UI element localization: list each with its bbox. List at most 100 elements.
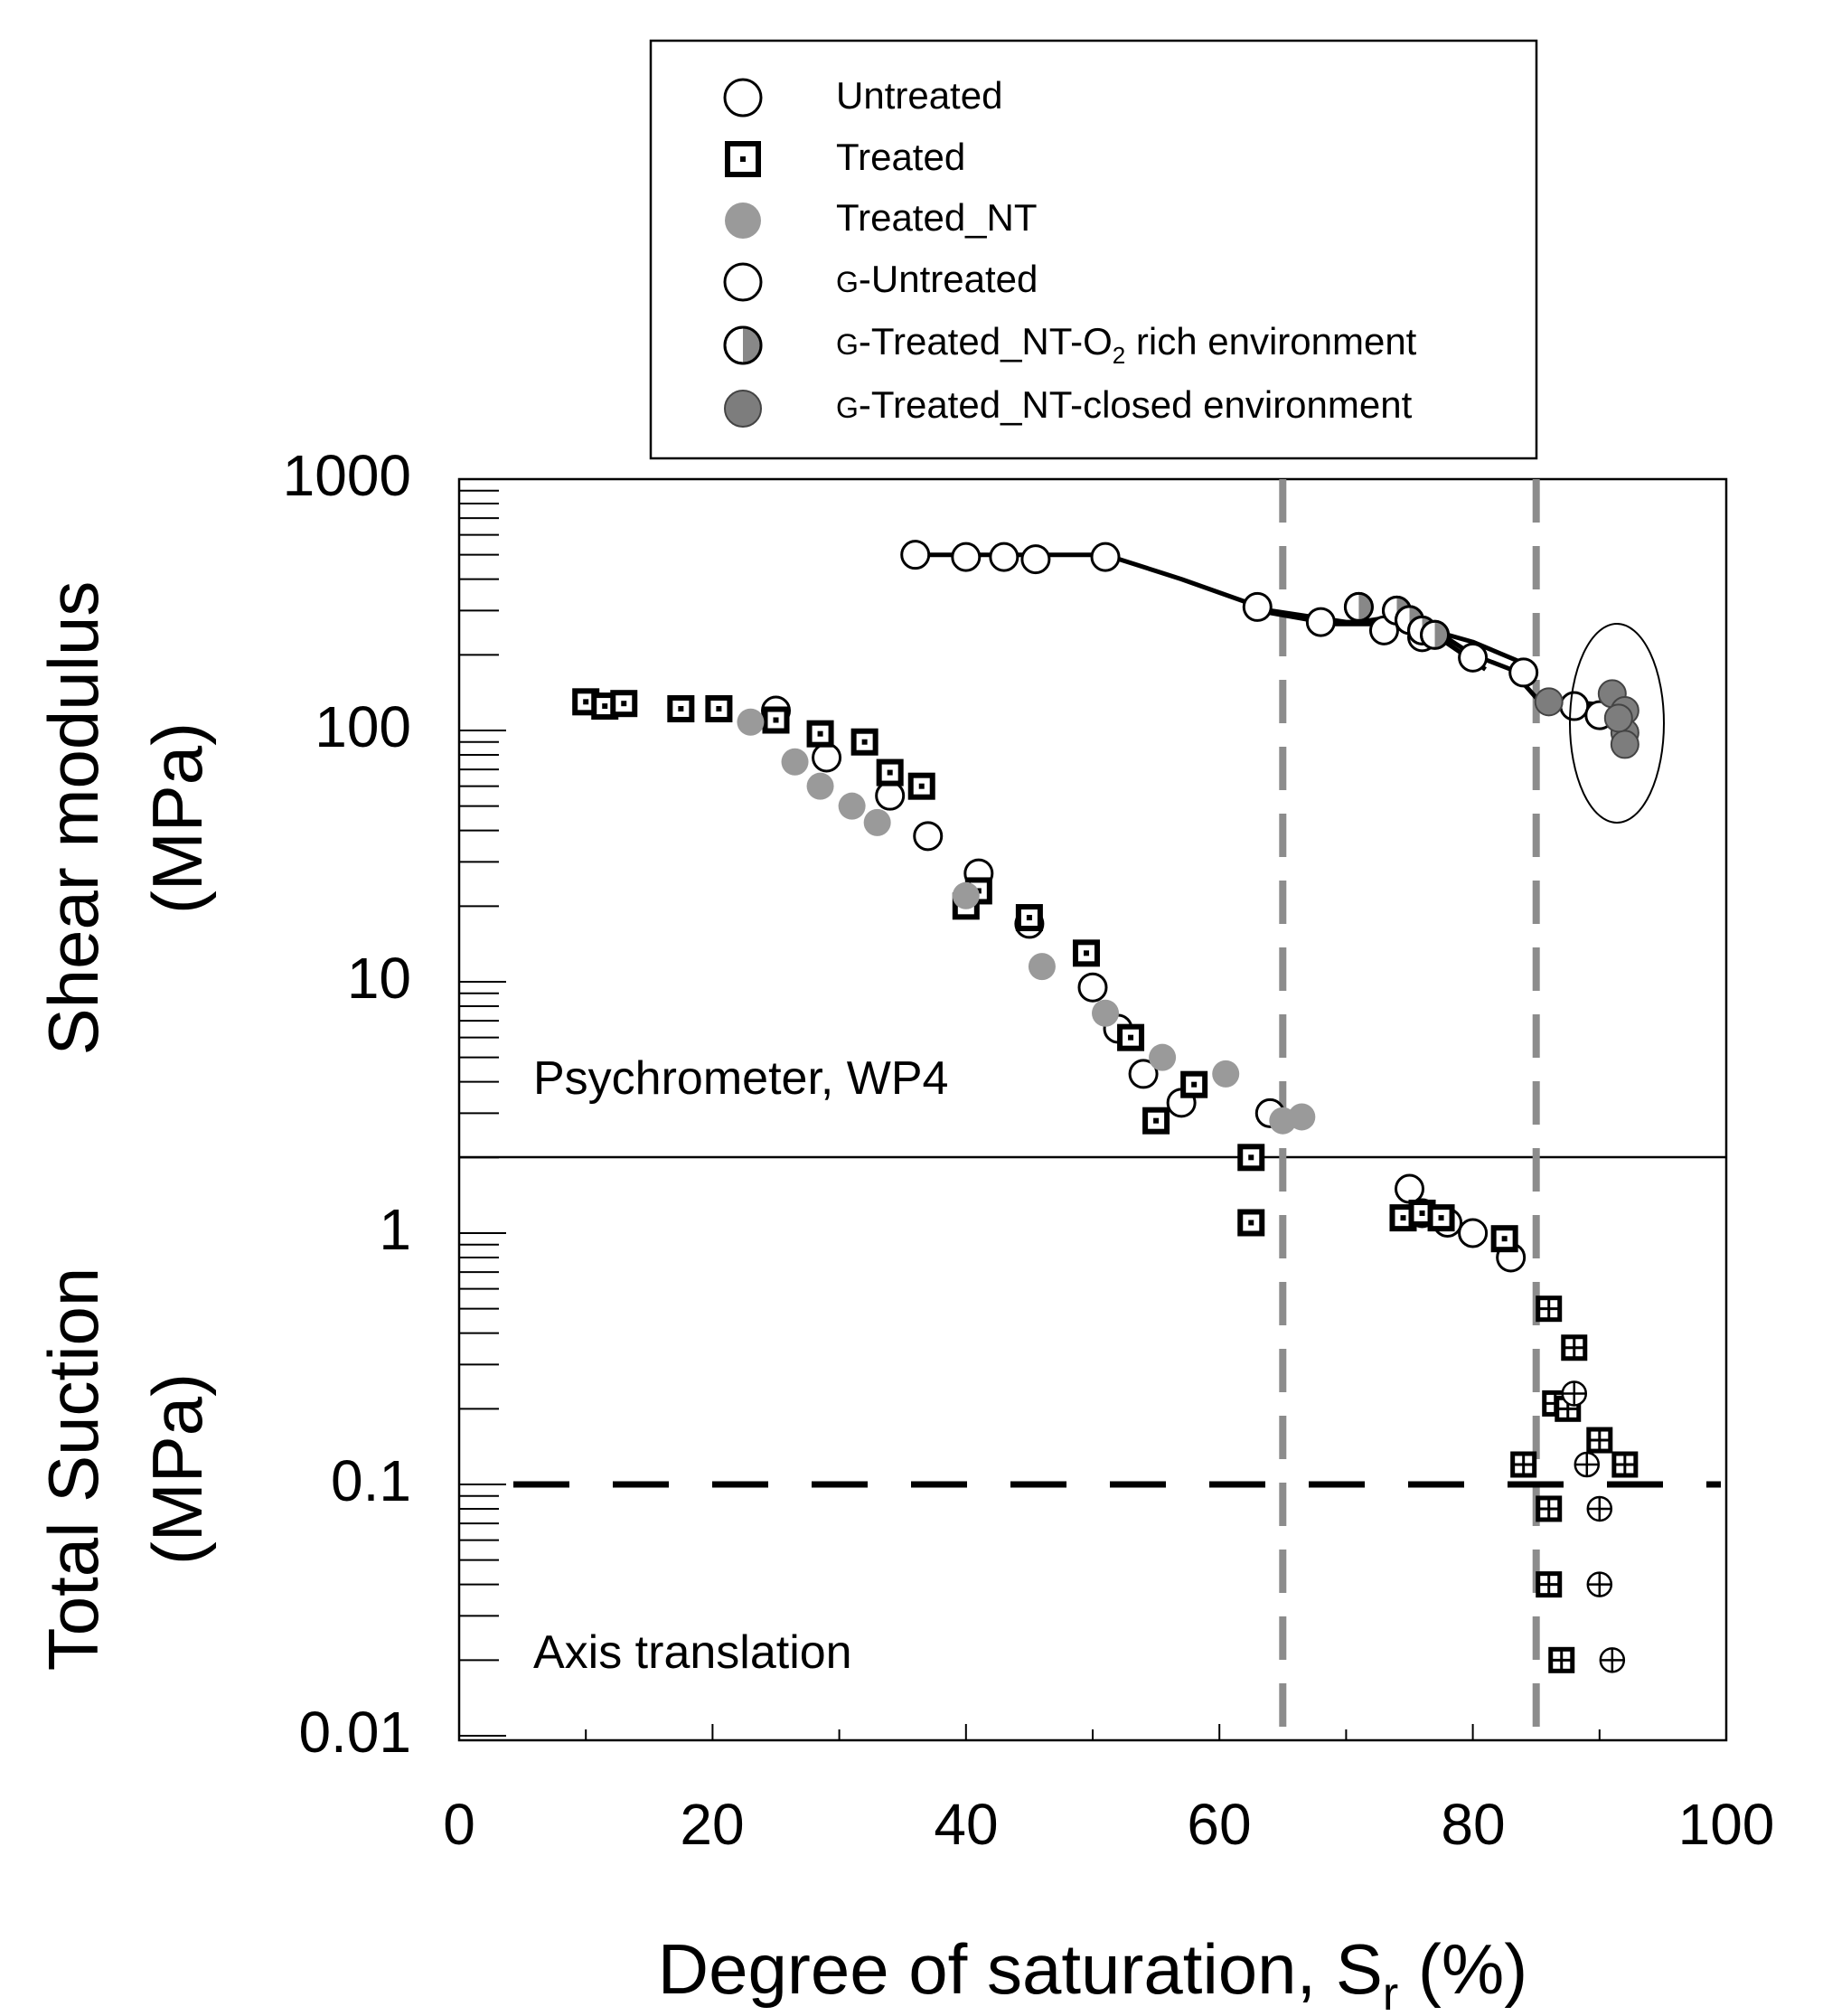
marker-shape xyxy=(1142,1107,1170,1135)
y-axis-title-top-line2: (MPa) xyxy=(137,722,217,914)
data-point xyxy=(1237,1209,1265,1237)
marker-shape xyxy=(913,821,944,852)
data-point xyxy=(1510,1451,1537,1478)
data-point xyxy=(1536,1495,1563,1522)
marker-outline xyxy=(723,325,763,365)
legend-marker xyxy=(723,78,763,118)
marker-shape xyxy=(900,540,931,570)
marker-shape xyxy=(1077,972,1108,1003)
marker-shape xyxy=(1020,544,1051,575)
marker-dot xyxy=(602,703,608,710)
data-point xyxy=(762,706,790,734)
data-point xyxy=(1548,1646,1575,1673)
marker-shape xyxy=(1610,730,1639,759)
data-point xyxy=(1142,1107,1170,1135)
reference-lines xyxy=(513,479,1721,1740)
data-point xyxy=(781,748,809,776)
marker-shape xyxy=(876,758,904,787)
legend-label-untreated: Untreated xyxy=(836,74,1002,117)
data-point xyxy=(1574,1451,1601,1478)
marker-shape xyxy=(737,708,765,736)
marker-shape xyxy=(705,694,733,722)
marker-dot xyxy=(887,769,893,776)
legend-label-g-treated-closed: G-Treated_NT-closed environment xyxy=(836,383,1413,426)
x-tick-label-100: 100 xyxy=(1678,1792,1775,1857)
legend-label-g-treated-o2: G-Treated_NT-O2 rich environment xyxy=(836,320,1417,369)
data-point xyxy=(876,758,904,787)
data-point xyxy=(1508,657,1539,688)
x-tick-label-60: 60 xyxy=(1187,1792,1251,1857)
marker-shape xyxy=(1458,1218,1489,1248)
data-point xyxy=(1237,1144,1265,1172)
data-point xyxy=(907,772,935,800)
data-point xyxy=(1128,1059,1159,1089)
legend-label-g-untreated: G-Untreated xyxy=(836,258,1038,300)
y-axis-title-bottom-line1: Total Suction xyxy=(33,1267,113,1672)
marker-shape xyxy=(723,262,763,302)
legend-prefix: G xyxy=(836,328,859,361)
marker-dot xyxy=(975,888,982,894)
data-point xyxy=(1242,591,1273,622)
marker-dot xyxy=(1128,1034,1134,1041)
data-point xyxy=(838,792,866,820)
data-point xyxy=(1212,1060,1240,1088)
y-axis-title-bottom-line2: (MPa) xyxy=(137,1373,217,1565)
data-point xyxy=(1536,1571,1563,1598)
data-point xyxy=(1561,1334,1588,1361)
legend: Untreated Treated Treated_NT G-Untreated… xyxy=(649,39,1538,460)
marker-shape xyxy=(838,792,866,820)
marker-shape xyxy=(812,742,842,773)
data-point xyxy=(913,821,944,852)
marker-outline xyxy=(1420,619,1451,650)
y-tick-label-0.01: 0.01 xyxy=(298,1700,411,1765)
marker-shape xyxy=(1508,657,1539,688)
marker-shape xyxy=(806,772,834,800)
data-point xyxy=(850,728,878,756)
legend-marker xyxy=(724,390,762,428)
y-tick-label-10: 10 xyxy=(347,946,411,1011)
data-point xyxy=(1020,544,1051,575)
legend-marker xyxy=(723,325,763,365)
data-point xyxy=(1536,1295,1563,1323)
legend-subscript: 2 xyxy=(1113,342,1125,369)
marker-shape xyxy=(762,706,790,734)
data-point xyxy=(1180,1070,1208,1098)
marker-half xyxy=(743,327,761,363)
highlight-ellipse xyxy=(1569,623,1665,824)
marker-shape xyxy=(1395,1173,1424,1204)
data-point xyxy=(1490,1225,1518,1253)
data-point xyxy=(1534,687,1564,717)
marker-shape xyxy=(951,542,982,572)
data-point xyxy=(900,540,931,570)
x-tick-label-80: 80 xyxy=(1441,1792,1505,1857)
data-point xyxy=(1090,542,1121,572)
fit-line xyxy=(915,552,1626,713)
marker-shape xyxy=(1458,642,1489,673)
data-point xyxy=(806,720,834,748)
data-point xyxy=(989,542,1019,572)
marker-dot xyxy=(1248,1220,1254,1226)
marker-dot xyxy=(918,783,925,789)
x-tick-label-20: 20 xyxy=(680,1792,744,1857)
marker-dot xyxy=(1153,1117,1160,1124)
data-point xyxy=(863,808,891,836)
marker-shape xyxy=(875,780,906,811)
marker-dot xyxy=(817,730,823,737)
legend-box xyxy=(649,39,1538,460)
y-axis-title-top-line1: Shear modulus xyxy=(33,581,113,1056)
data-point xyxy=(1427,1204,1455,1232)
marker-shape xyxy=(1288,1103,1316,1131)
marker-shape xyxy=(1128,1059,1159,1089)
x-axis-title: Degree of saturation, Sr (%) xyxy=(658,1929,1527,2016)
x-tick-label-40: 40 xyxy=(934,1792,998,1857)
y-tick-label-0.1: 0.1 xyxy=(331,1448,411,1513)
legend-prefix: G xyxy=(836,266,859,298)
marker-shape xyxy=(1149,1043,1177,1071)
data-point xyxy=(1072,939,1100,967)
marker-dot xyxy=(740,156,746,162)
data-point xyxy=(951,542,982,572)
marker-dot xyxy=(1400,1215,1406,1221)
data-point xyxy=(1015,904,1043,932)
marker-half xyxy=(1434,621,1449,649)
data-point xyxy=(705,694,733,722)
